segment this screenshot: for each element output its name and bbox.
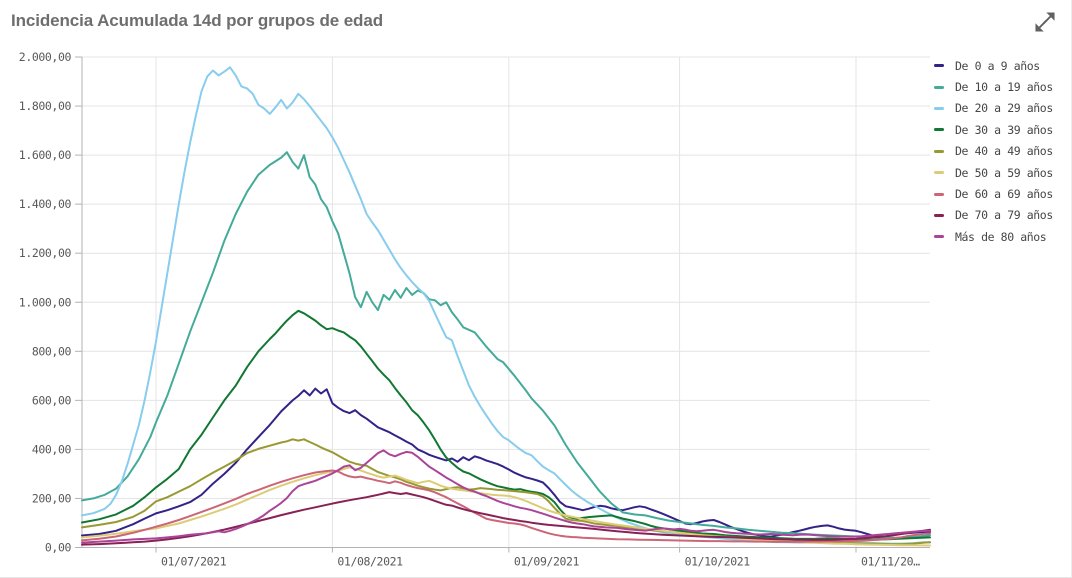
legend-label: De 30 a 39 años (955, 122, 1053, 137)
legend-label: Más de 80 años (955, 229, 1047, 244)
legend-item-0-9[interactable]: De 0 a 9 años (934, 55, 1053, 76)
legend-label: De 50 a 59 años (955, 165, 1053, 180)
chart-title: Incidencia Acumulada 14d por grupos de e… (11, 11, 383, 30)
x-axis-tick-label: 01/07/2021 (161, 555, 227, 569)
y-axis-tick-label: 0,00 (45, 541, 72, 555)
legend-item-80-plus[interactable]: Más de 80 años (934, 226, 1053, 247)
legend-label: De 10 a 19 años (955, 80, 1053, 95)
legend-swatch (934, 106, 944, 110)
x-axis-tick-label: 01/09/2021 (514, 555, 580, 569)
y-axis-tick-label: 200,00 (32, 491, 72, 505)
series-line-7[interactable] (81, 491, 931, 546)
legend-swatch (934, 171, 944, 175)
y-axis-tick-label: 1.600,00 (19, 148, 72, 162)
series-line-3[interactable] (81, 309, 931, 541)
series-line-0[interactable] (81, 387, 931, 538)
x-axis-tick-label: 01/10/2021 (685, 555, 751, 569)
legend-label: De 60 a 69 años (955, 187, 1053, 202)
y-axis-tick-label: 600,00 (32, 393, 72, 407)
x-axis-tick-label: 01/08/2021 (337, 555, 403, 569)
legend-item-50-59[interactable]: De 50 a 59 años (934, 162, 1053, 183)
legend-swatch (934, 213, 944, 217)
series-line-1[interactable] (81, 151, 931, 539)
y-axis-tick-label: 1.000,00 (19, 295, 72, 309)
chart-header: Incidencia Acumulada 14d por grupos de e… (0, 0, 1071, 40)
expand-icon (1035, 12, 1055, 32)
series-line-2[interactable] (81, 66, 931, 545)
legend-item-60-69[interactable]: De 60 a 69 años (934, 183, 1053, 204)
y-axis-tick-label: 2.000,00 (19, 50, 72, 64)
y-axis-tick-label: 1.800,00 (19, 99, 72, 113)
legend-swatch (934, 64, 944, 68)
legend-swatch (934, 149, 944, 153)
legend-swatch (934, 192, 944, 196)
legend-swatch (934, 85, 944, 89)
legend-item-30-39[interactable]: De 30 a 39 años (934, 119, 1053, 140)
series-line-6[interactable] (81, 469, 931, 543)
legend-item-10-19[interactable]: De 10 a 19 años (934, 76, 1053, 97)
y-axis-tick-label: 1.200,00 (19, 246, 72, 260)
legend-label: De 0 a 9 años (955, 58, 1040, 73)
line-chart-plot-area[interactable]: 0,00 200,00 400,00 600,00 800,00 1.000,00 1.20… (0, 0, 932, 578)
legend-item-20-29[interactable]: De 20 a 29 años (934, 98, 1053, 119)
series-line-8[interactable] (81, 449, 931, 544)
legend-swatch (934, 128, 944, 132)
legend-label: De 70 a 79 años (955, 208, 1053, 223)
series-line-5[interactable] (81, 466, 931, 547)
expand-button[interactable] (1030, 6, 1060, 36)
legend-label: De 20 a 29 años (955, 101, 1053, 116)
y-axis-tick-label: 400,00 (32, 442, 72, 456)
legend-item-40-49[interactable]: De 40 a 49 años (934, 141, 1053, 162)
series-line-4[interactable] (81, 438, 931, 546)
legend-item-70-79[interactable]: De 70 a 79 años (934, 205, 1053, 226)
legend-swatch (934, 235, 944, 239)
y-axis-tick-label: 800,00 (32, 344, 72, 358)
chart-legend: De 0 a 9 años De 10 a 19 años De 20 a 29… (934, 55, 1053, 248)
legend-label: De 40 a 49 años (955, 144, 1053, 159)
y-axis-tick-label: 1.400,00 (19, 197, 72, 211)
x-axis-tick-label: 01/11/20… (861, 555, 920, 569)
